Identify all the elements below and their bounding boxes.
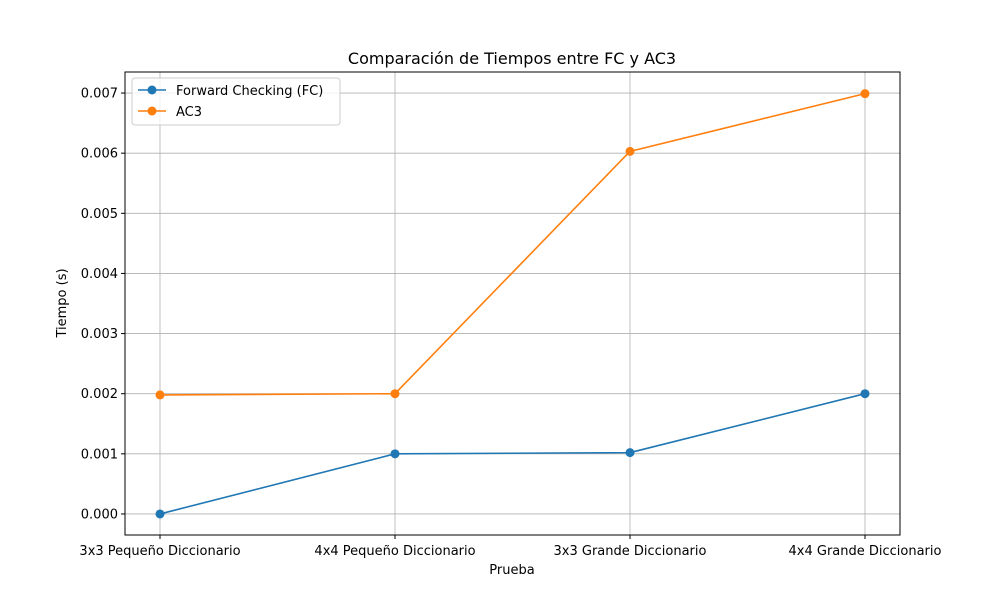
y-tick-label: 0.000	[81, 507, 118, 522]
y-axis-title: Tiempo (s)	[55, 268, 70, 338]
data-point-1-3	[860, 89, 870, 99]
legend: Forward Checking (FC) AC3	[131, 77, 341, 126]
x-tick-label: 3x3 Pequeño Diccionario	[79, 544, 240, 559]
y-tick-label: 0.005	[81, 207, 118, 222]
y-tick-label: 0.002	[81, 387, 118, 402]
y-tick-label: 0.001	[81, 447, 118, 462]
x-tick-label: 4x4 Pequeño Diccionario	[314, 544, 475, 559]
legend-marker-ac3	[147, 106, 157, 116]
x-axis: 3x3 Pequeño Diccionario 4x4 Pequeño Dicci…	[79, 535, 942, 559]
y-tick-label: 0.006	[81, 147, 118, 162]
series-line-0	[159, 392, 866, 515]
y-tick-label: 0.004	[81, 267, 118, 282]
data-point-1-2	[625, 146, 635, 156]
legend-label-ac3: AC3	[176, 105, 202, 120]
data-point-1-0	[155, 390, 165, 400]
legend-label-fc: Forward Checking (FC)	[176, 84, 323, 99]
y-tick-label: 0.003	[81, 327, 118, 342]
x-tick-label: 4x4 Grande Diccionario	[789, 544, 942, 559]
y-axis: 0.000 0.001 0.002 0.003 0.004 0.005 0.006 0.007	[81, 87, 125, 522]
data-point-0-0	[155, 509, 165, 519]
series-group	[155, 89, 870, 519]
data-point-0-1	[390, 449, 400, 459]
chart-title: Comparación de Tiempos entre FC y AC3	[348, 49, 676, 68]
legend-marker-fc	[147, 85, 157, 95]
data-point-1-1	[390, 389, 400, 399]
x-tick-label: 3x3 Grande Diccionario	[554, 544, 707, 559]
plot-area-frame	[124, 71, 901, 536]
y-tick-label: 0.007	[81, 87, 118, 102]
legend-box	[131, 77, 341, 126]
x-axis-title: Prueba	[489, 563, 534, 578]
data-point-0-2	[625, 448, 635, 458]
series-line-1	[159, 92, 866, 396]
data-point-0-3	[860, 389, 870, 399]
